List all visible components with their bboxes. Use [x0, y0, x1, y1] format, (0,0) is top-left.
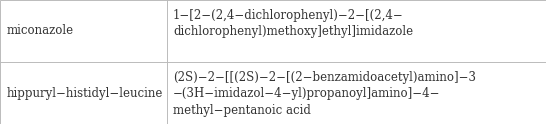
Text: (2S)−2−[[(2S)−2−[(2−benzamidoacetyl)amino]−3
−(3H−imidazol−4−yl)propanoyl]amino]: (2S)−2−[[(2S)−2−[(2−benzamidoacetyl)amin… — [173, 71, 476, 117]
Text: miconazole: miconazole — [7, 25, 74, 37]
Text: hippuryl−histidyl−leucine: hippuryl−histidyl−leucine — [7, 87, 163, 99]
Text: 1−[2−(2,4−dichlorophenyl)−2−[(2,4−
dichlorophenyl)methoxy]ethyl]imidazole: 1−[2−(2,4−dichlorophenyl)−2−[(2,4− dichl… — [173, 9, 413, 38]
